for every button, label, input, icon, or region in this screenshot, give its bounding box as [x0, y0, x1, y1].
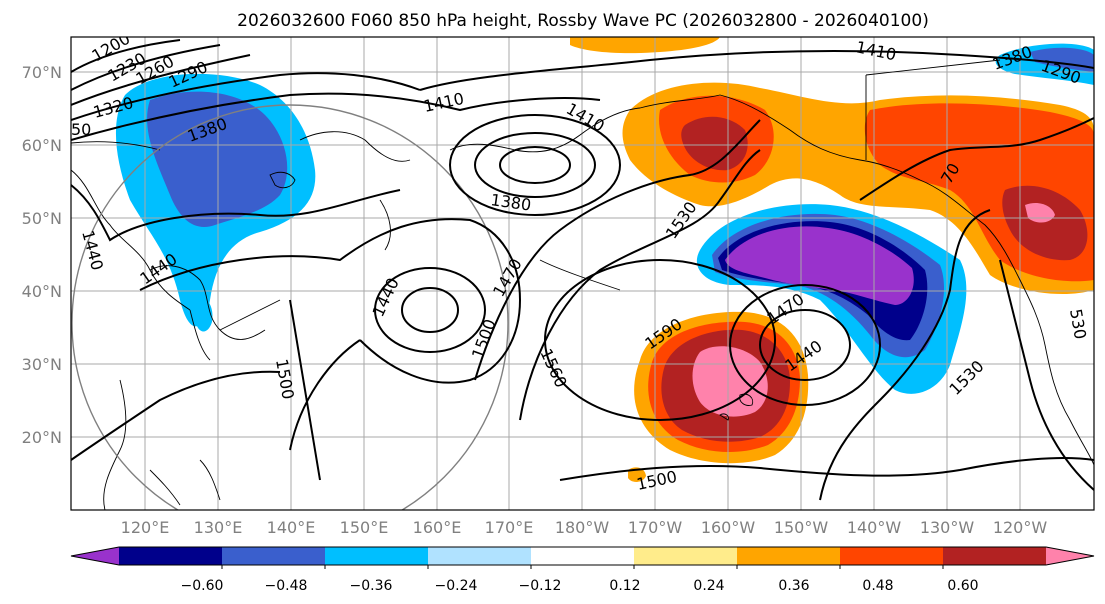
lon-label: 170°E — [485, 518, 534, 537]
colorbar-bin — [325, 547, 429, 565]
colorbar-tick-label: −0.48 — [265, 578, 308, 594]
positive-anomaly-alaska-core — [681, 116, 748, 171]
negative-anomaly-japan — [190, 294, 213, 332]
longitude-labels: 120°E 130°E 140°E 150°E 160°E 170°E 180°… — [121, 518, 1048, 537]
positive-anomaly-canada-core — [1002, 185, 1088, 261]
negative-anomaly-nw-pacific-core — [147, 91, 288, 227]
contour-label: 50 — [71, 120, 91, 139]
negative-anomaly-npacific-core — [725, 226, 914, 305]
colorbar-bin — [943, 547, 1047, 565]
lat-label: 20°N — [22, 428, 62, 447]
latitude-labels: 70°N 60°N 50°N 40°N 30°N 20°N — [22, 63, 62, 447]
colorbar-tick-label: 0.48 — [862, 578, 893, 594]
lon-label: 130°E — [194, 518, 243, 537]
lon-label: 180°W — [555, 518, 610, 537]
figure-title: 2026032600 F060 850 hPa height, Rossby W… — [237, 11, 929, 31]
lon-label: 160°W — [701, 518, 756, 537]
positive-anomaly-top — [570, 37, 720, 54]
colorbar — [70, 546, 1095, 569]
lon-label: 140°E — [267, 518, 316, 537]
lon-label: 170°W — [628, 518, 683, 537]
map-panel: 1200 1230 1260 1290 50 1320 1380 1410 14… — [71, 37, 1094, 510]
colorbar-bin — [634, 547, 738, 565]
lon-label: 120°E — [121, 518, 170, 537]
coastlines — [71, 59, 1094, 510]
lat-label: 50°N — [22, 209, 62, 228]
lat-label: 70°N — [22, 63, 62, 82]
colorbar-tick-labels: −0.60 −0.48 −0.36 −0.24 −0.12 0.12 0.24 … — [181, 578, 979, 594]
lat-label: 30°N — [22, 355, 62, 374]
lat-label: 60°N — [22, 136, 62, 155]
lon-label: 160°E — [413, 518, 462, 537]
lon-label: 140°W — [847, 518, 902, 537]
colorbar-outline — [70, 546, 1095, 566]
colorbar-bin — [428, 547, 532, 565]
map-frame — [70, 36, 1095, 511]
colorbar-bin — [222, 547, 326, 565]
colorbar-extend-low — [71, 547, 119, 565]
lat-label: 40°N — [22, 282, 62, 301]
lon-label: 120°W — [993, 518, 1048, 537]
shading-layer — [115, 37, 1094, 482]
lon-label: 150°E — [340, 518, 389, 537]
lon-label: 150°W — [774, 518, 829, 537]
colorbar-bin — [119, 547, 223, 565]
colorbar-tick-label: 0.24 — [693, 578, 724, 594]
colorbar-tick-label: −0.60 — [181, 578, 224, 594]
colorbar-tick-label: −0.24 — [435, 578, 478, 594]
colorbar-tick-label: 0.36 — [778, 578, 809, 594]
colorbar-bin — [840, 547, 944, 565]
colorbar-tick-label: 0.60 — [947, 578, 978, 594]
colorbar-tick-label: 0.12 — [609, 578, 640, 594]
colorbar-extend-high — [1046, 547, 1094, 565]
colorbar-bin — [531, 547, 635, 565]
colorbar-bin — [737, 547, 841, 565]
colorbar-tick-label: −0.36 — [350, 578, 393, 594]
colorbar-tick-label: −0.12 — [519, 578, 562, 594]
lon-label: 130°W — [920, 518, 975, 537]
circle-outline-icon — [71, 104, 509, 510]
height-contours — [71, 39, 1094, 501]
